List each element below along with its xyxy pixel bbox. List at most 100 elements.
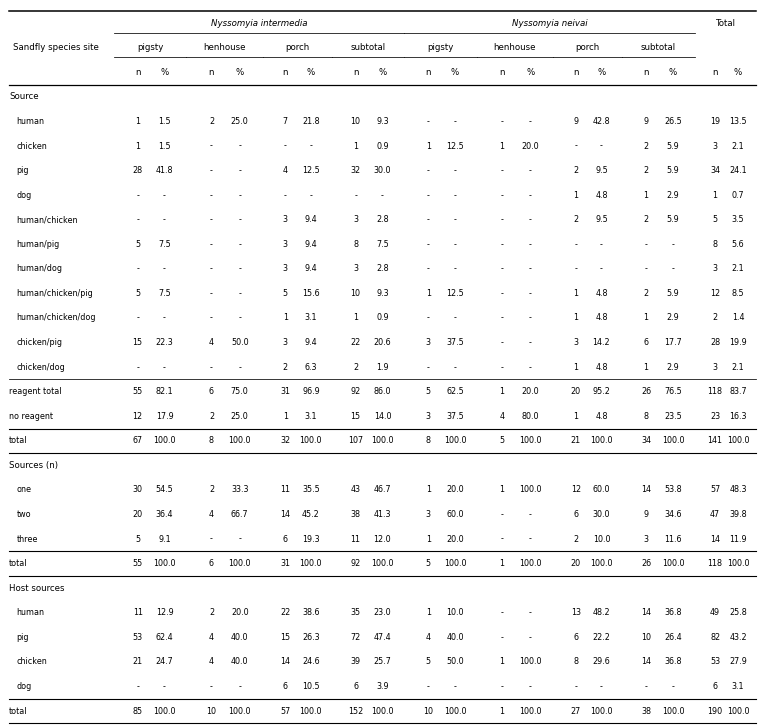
Text: 1: 1: [426, 289, 431, 298]
Text: 1: 1: [644, 190, 649, 200]
Text: 12.5: 12.5: [446, 142, 464, 150]
Text: -: -: [136, 265, 139, 273]
Text: Nyssomyia neivai: Nyssomyia neivai: [512, 19, 587, 28]
Text: human/dog: human/dog: [17, 265, 63, 273]
Text: 14: 14: [710, 534, 720, 544]
Text: 2: 2: [283, 363, 288, 371]
Text: 12.5: 12.5: [446, 289, 464, 298]
Text: 40.0: 40.0: [446, 633, 464, 642]
Text: -: -: [210, 265, 213, 273]
Text: 1: 1: [500, 387, 505, 396]
Text: 5: 5: [283, 289, 288, 298]
Text: -: -: [427, 682, 430, 691]
Text: 25.7: 25.7: [374, 657, 391, 667]
Text: -: -: [381, 190, 384, 200]
Text: -: -: [136, 363, 139, 371]
Text: 76.5: 76.5: [664, 387, 682, 396]
Text: 1: 1: [426, 486, 431, 494]
Text: 1: 1: [500, 486, 505, 494]
Text: 9.1: 9.1: [158, 534, 171, 544]
Text: 2.9: 2.9: [666, 313, 679, 323]
Text: human/chicken: human/chicken: [17, 215, 78, 224]
Text: 6: 6: [283, 534, 288, 544]
Text: -: -: [210, 142, 213, 150]
Text: 42.8: 42.8: [593, 117, 610, 126]
Text: 1.9: 1.9: [376, 363, 389, 371]
Text: 23: 23: [710, 411, 720, 421]
Text: pigsty: pigsty: [137, 43, 163, 52]
Text: %: %: [597, 68, 606, 77]
Text: %: %: [378, 68, 387, 77]
Text: -: -: [500, 265, 503, 273]
Text: 5: 5: [426, 559, 431, 569]
Text: %: %: [161, 68, 169, 77]
Text: -: -: [427, 190, 430, 200]
Text: 100.0: 100.0: [590, 436, 612, 446]
Text: 19: 19: [710, 117, 720, 126]
Text: pig: pig: [17, 166, 29, 175]
Text: 41.3: 41.3: [374, 510, 391, 519]
Text: 2: 2: [209, 608, 214, 617]
Text: 100.0: 100.0: [727, 707, 749, 715]
Text: 2: 2: [644, 142, 649, 150]
Text: Sandfly species site: Sandfly species site: [13, 43, 99, 52]
Text: %: %: [734, 68, 742, 77]
Text: 36.8: 36.8: [664, 608, 681, 617]
Text: 8: 8: [713, 240, 718, 249]
Text: %: %: [669, 68, 677, 77]
Text: 100.0: 100.0: [662, 559, 684, 569]
Text: 1: 1: [135, 117, 140, 126]
Text: 100.0: 100.0: [590, 559, 612, 569]
Text: 1: 1: [573, 190, 578, 200]
Text: -: -: [500, 190, 503, 200]
Text: -: -: [453, 117, 456, 126]
Text: 1: 1: [426, 142, 431, 150]
Text: -: -: [529, 510, 531, 519]
Text: -: -: [354, 190, 357, 200]
Text: 3: 3: [353, 215, 358, 224]
Text: 57: 57: [710, 486, 720, 494]
Text: -: -: [210, 313, 213, 323]
Text: 46.7: 46.7: [374, 486, 391, 494]
Text: 2.1: 2.1: [731, 265, 744, 273]
Text: 24.1: 24.1: [729, 166, 747, 175]
Text: 24.6: 24.6: [302, 657, 320, 667]
Text: 1: 1: [500, 142, 505, 150]
Text: 5: 5: [500, 436, 505, 446]
Text: n: n: [425, 68, 431, 77]
Text: 14: 14: [280, 510, 290, 519]
Text: 80.0: 80.0: [522, 411, 539, 421]
Text: 30.0: 30.0: [374, 166, 391, 175]
Text: 7.5: 7.5: [376, 240, 389, 249]
Text: 8: 8: [209, 436, 214, 446]
Text: 1: 1: [573, 363, 578, 371]
Text: 48.2: 48.2: [593, 608, 610, 617]
Text: 0.7: 0.7: [731, 190, 744, 200]
Text: -: -: [500, 363, 503, 371]
Text: 15: 15: [280, 633, 290, 642]
Text: 2.9: 2.9: [666, 363, 679, 371]
Text: -: -: [238, 265, 241, 273]
Text: 2.8: 2.8: [376, 265, 389, 273]
Text: 107: 107: [348, 436, 363, 446]
Text: 14.2: 14.2: [593, 338, 610, 347]
Text: 141: 141: [708, 436, 722, 446]
Text: 0.9: 0.9: [376, 313, 389, 323]
Text: 6: 6: [713, 682, 718, 691]
Text: -: -: [427, 313, 430, 323]
Text: 15: 15: [133, 338, 143, 347]
Text: 6: 6: [209, 559, 214, 569]
Text: 24.7: 24.7: [155, 657, 174, 667]
Text: 86.0: 86.0: [374, 387, 391, 396]
Text: 50.0: 50.0: [446, 657, 464, 667]
Text: -: -: [453, 190, 456, 200]
Text: 21.8: 21.8: [302, 117, 320, 126]
Text: reagent total: reagent total: [9, 387, 61, 396]
Text: 5.6: 5.6: [731, 240, 744, 249]
Text: -: -: [238, 166, 241, 175]
Text: -: -: [529, 117, 531, 126]
Text: 13.5: 13.5: [729, 117, 747, 126]
Text: 21: 21: [571, 436, 581, 446]
Text: 54.5: 54.5: [155, 486, 174, 494]
Text: 3.9: 3.9: [376, 682, 389, 691]
